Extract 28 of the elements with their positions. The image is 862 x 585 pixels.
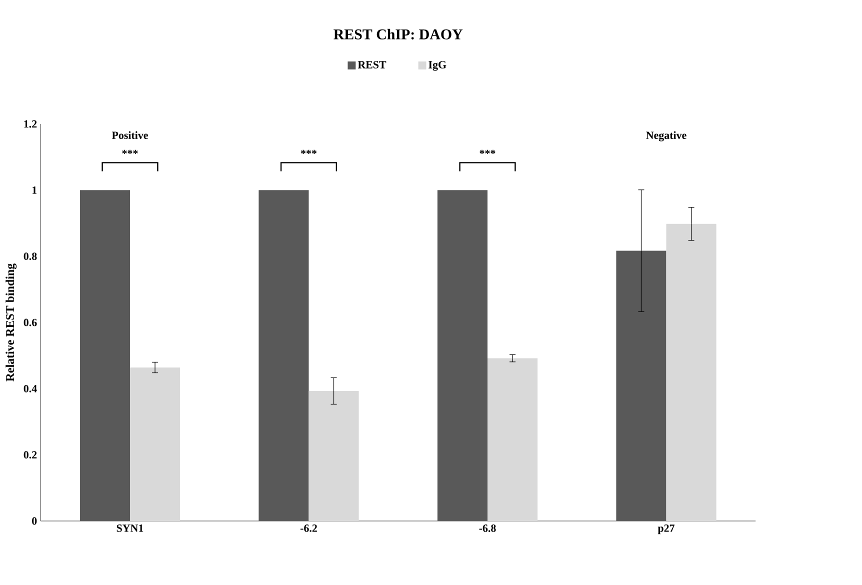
annotation: *** xyxy=(300,150,317,154)
annotation: Positive xyxy=(112,131,148,139)
bar xyxy=(666,224,716,521)
annotation: *** xyxy=(122,150,138,154)
bar xyxy=(308,390,359,521)
y-tick-label: 0 xyxy=(32,517,37,525)
bar xyxy=(488,358,538,521)
x-tick-label: -6.8 xyxy=(479,524,496,532)
y-tick-label: 0.8 xyxy=(24,252,37,260)
bar xyxy=(80,190,130,521)
legend-label: REST xyxy=(358,61,386,68)
annotation: *** xyxy=(480,150,496,154)
y-tick-label: 1.2 xyxy=(24,120,37,128)
y-axis-title: Relative REST binding xyxy=(6,264,17,382)
x-tick-label: p27 xyxy=(658,524,674,534)
y-tick-label: 1 xyxy=(32,186,37,194)
bar xyxy=(258,190,309,521)
x-tick-label: SYN1 xyxy=(116,524,144,532)
y-tick-label: 0.6 xyxy=(24,318,37,326)
bar xyxy=(130,367,180,521)
x-tick-label: -6.2 xyxy=(300,524,317,532)
bar xyxy=(437,190,488,521)
y-tick-label: 0.2 xyxy=(24,451,37,459)
legend-label: IgG xyxy=(428,61,446,71)
chart-title: REST ChIP: DAOY xyxy=(334,28,463,40)
y-tick-label: 0.4 xyxy=(24,384,37,392)
bar xyxy=(616,250,666,521)
annotation: Negative xyxy=(646,131,686,142)
